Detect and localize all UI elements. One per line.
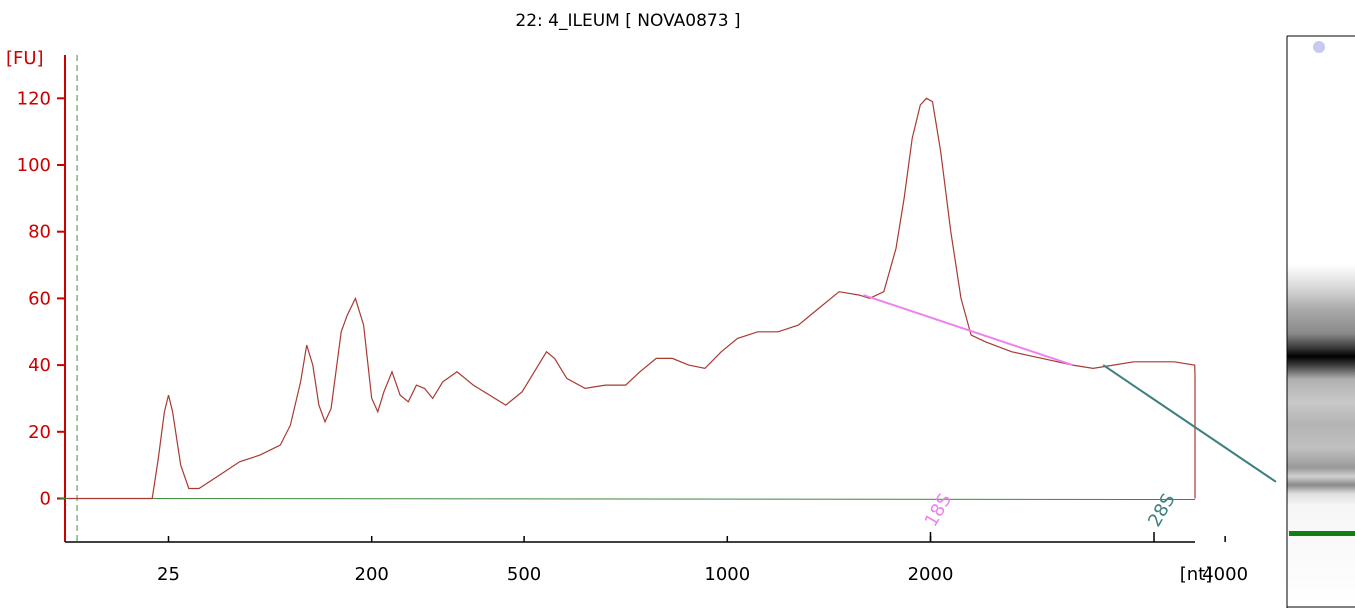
y-tick-label-20: 20 [28, 422, 51, 443]
x-tick-label-500: 500 [507, 564, 541, 585]
baseline-line [59, 498, 1196, 500]
x-tick-label-4000: 4000 [1202, 564, 1248, 585]
peak-18s-label: 18S [921, 490, 956, 530]
peak-28s-label: 28S [1144, 490, 1179, 530]
gel-well-dot [1313, 41, 1325, 53]
x-axis-label: [nt] [1180, 564, 1213, 585]
x-tick-label-2000: 2000 [908, 564, 954, 585]
y-tick-label-0: 0 [40, 489, 51, 510]
y-tick-label-40: 40 [28, 355, 51, 376]
peak-28s-baseline [1102, 364, 1277, 483]
gel-lane-image [1286, 35, 1355, 608]
y-tick-label-100: 100 [17, 155, 51, 176]
x-tick-label-25: 25 [157, 564, 180, 585]
marker-lines [76, 55, 78, 542]
x-tick-label-200: 200 [355, 564, 389, 585]
y-tick-label-80: 80 [28, 222, 51, 243]
gel-marker-band [1289, 531, 1355, 536]
chart-title: 22: 4_ILEUM [ NOVA0873 ] [515, 11, 740, 31]
peak-18s-baseline [863, 294, 1074, 367]
axes: 0 20 40 60 80 100 120 25 200 500 1000 2000 4000 [17, 55, 1248, 585]
series [59, 97, 1196, 500]
y-axis-label: [FU] [6, 48, 44, 69]
y-tick-label-120: 120 [17, 88, 51, 109]
gel-lane-body [1287, 36, 1355, 608]
peak-markers: 18S 28S [863, 294, 1277, 542]
series-trace-0 [66, 97, 1196, 500]
x-tick-label-1000: 1000 [704, 564, 750, 585]
y-tick-label-60: 60 [28, 288, 51, 309]
